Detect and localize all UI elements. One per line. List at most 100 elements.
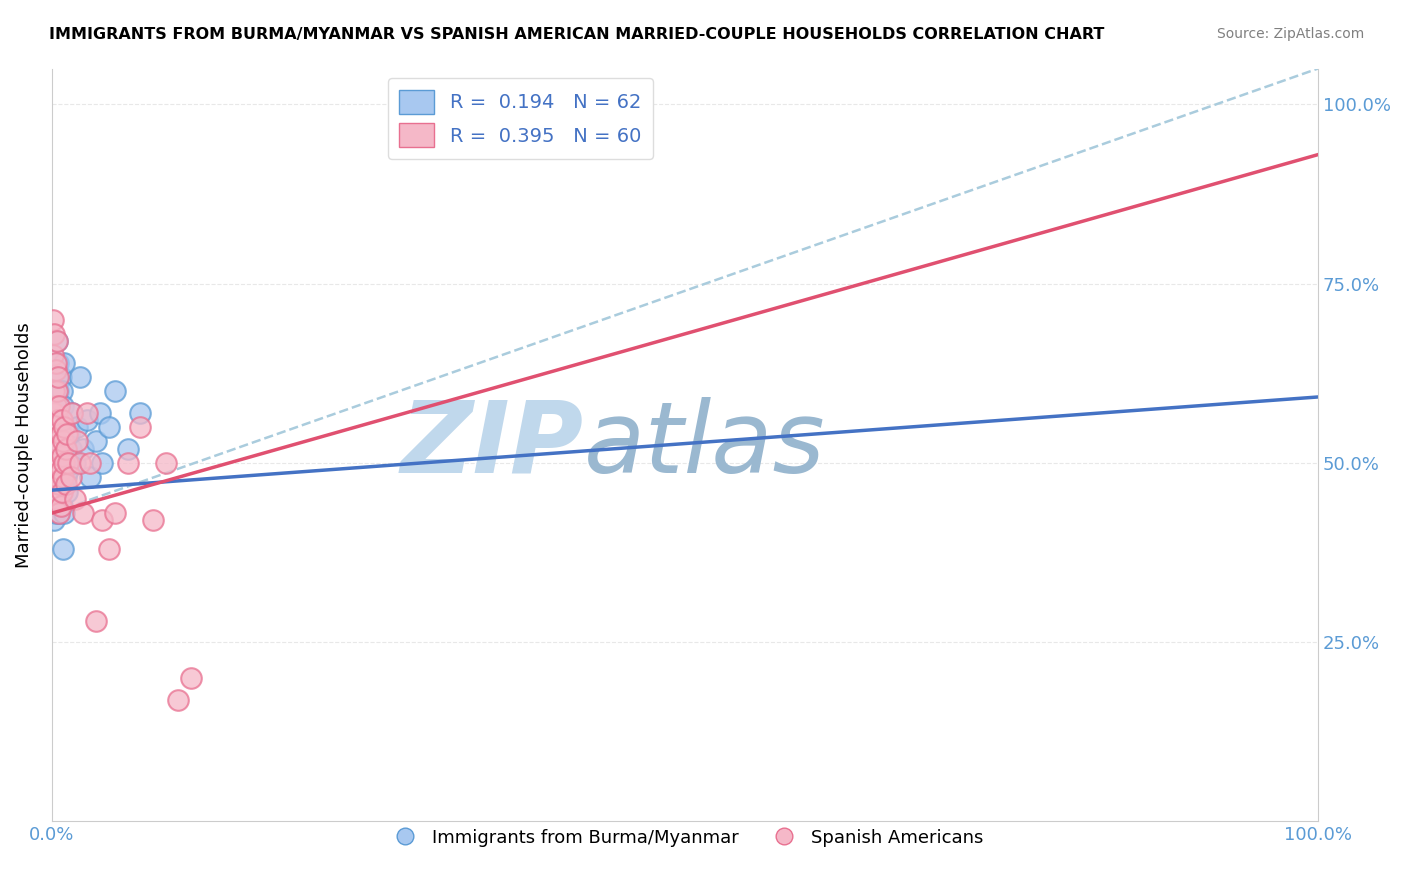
Point bbox=[46, 413, 69, 427]
Point bbox=[52, 470, 75, 484]
Point bbox=[46, 456, 69, 470]
Y-axis label: Married-couple Households: Married-couple Households bbox=[15, 322, 32, 568]
Point bbox=[46, 420, 69, 434]
Point bbox=[97, 420, 120, 434]
Point bbox=[72, 506, 94, 520]
Text: atlas: atlas bbox=[583, 397, 825, 493]
Point bbox=[42, 442, 65, 456]
Point bbox=[72, 442, 94, 456]
Point bbox=[52, 399, 75, 413]
Point bbox=[45, 449, 67, 463]
Point bbox=[46, 491, 69, 506]
Point bbox=[48, 434, 70, 449]
Point bbox=[76, 406, 98, 420]
Point bbox=[53, 355, 76, 369]
Point bbox=[44, 420, 66, 434]
Point bbox=[44, 406, 66, 420]
Point bbox=[84, 434, 107, 449]
Point bbox=[51, 484, 73, 499]
Point bbox=[42, 470, 65, 484]
Point bbox=[59, 470, 82, 484]
Point bbox=[48, 399, 70, 413]
Point bbox=[56, 427, 79, 442]
Point bbox=[48, 406, 70, 420]
Point bbox=[45, 384, 67, 399]
Point bbox=[42, 470, 65, 484]
Point bbox=[79, 456, 101, 470]
Point bbox=[45, 463, 67, 477]
Legend: Immigrants from Burma/Myanmar, Spanish Americans: Immigrants from Burma/Myanmar, Spanish A… bbox=[380, 822, 990, 854]
Point bbox=[48, 470, 70, 484]
Point bbox=[59, 442, 82, 456]
Point bbox=[58, 456, 80, 470]
Text: IMMIGRANTS FROM BURMA/MYANMAR VS SPANISH AMERICAN MARRIED-COUPLE HOUSEHOLDS CORR: IMMIGRANTS FROM BURMA/MYANMAR VS SPANISH… bbox=[49, 27, 1105, 42]
Point bbox=[51, 413, 73, 427]
Point bbox=[55, 442, 77, 456]
Point bbox=[44, 442, 66, 456]
Point bbox=[45, 420, 67, 434]
Point bbox=[45, 434, 67, 449]
Point bbox=[48, 477, 70, 491]
Point bbox=[42, 499, 65, 513]
Point bbox=[42, 312, 65, 326]
Point bbox=[48, 506, 70, 520]
Point bbox=[58, 463, 80, 477]
Point bbox=[63, 456, 86, 470]
Point bbox=[55, 470, 77, 484]
Point bbox=[45, 334, 67, 348]
Point bbox=[129, 406, 152, 420]
Text: Source: ZipAtlas.com: Source: ZipAtlas.com bbox=[1216, 27, 1364, 41]
Point bbox=[45, 477, 67, 491]
Text: ZIP: ZIP bbox=[401, 397, 583, 493]
Point bbox=[167, 692, 190, 706]
Point bbox=[45, 427, 67, 442]
Point bbox=[42, 456, 65, 470]
Point bbox=[51, 499, 73, 513]
Point bbox=[49, 463, 72, 477]
Point bbox=[117, 456, 139, 470]
Point bbox=[53, 456, 76, 470]
Point bbox=[45, 406, 67, 420]
Point bbox=[44, 484, 66, 499]
Point bbox=[45, 456, 67, 470]
Point bbox=[69, 456, 91, 470]
Point bbox=[45, 506, 67, 520]
Point bbox=[46, 370, 69, 384]
Point bbox=[49, 499, 72, 513]
Point bbox=[42, 406, 65, 420]
Point bbox=[45, 355, 67, 369]
Point bbox=[51, 384, 73, 399]
Point bbox=[58, 427, 80, 442]
Point bbox=[46, 355, 69, 369]
Point bbox=[53, 420, 76, 434]
Point bbox=[51, 449, 73, 463]
Point bbox=[69, 370, 91, 384]
Point bbox=[56, 484, 79, 499]
Point bbox=[84, 614, 107, 628]
Point bbox=[49, 427, 72, 442]
Point bbox=[79, 470, 101, 484]
Point bbox=[104, 384, 127, 399]
Point bbox=[60, 406, 83, 420]
Point bbox=[180, 671, 202, 685]
Point bbox=[129, 420, 152, 434]
Point bbox=[63, 491, 86, 506]
Point bbox=[44, 484, 66, 499]
Point bbox=[53, 456, 76, 470]
Point bbox=[45, 362, 67, 376]
Point bbox=[53, 506, 76, 520]
Point bbox=[60, 406, 83, 420]
Point bbox=[51, 463, 73, 477]
Point bbox=[49, 484, 72, 499]
Point bbox=[117, 442, 139, 456]
Point bbox=[66, 434, 89, 449]
Point bbox=[44, 384, 66, 399]
Point bbox=[44, 456, 66, 470]
Point bbox=[45, 334, 67, 348]
Point bbox=[155, 456, 177, 470]
Point bbox=[44, 326, 66, 341]
Point bbox=[55, 477, 77, 491]
Point bbox=[45, 399, 67, 413]
Point bbox=[49, 449, 72, 463]
Point bbox=[91, 513, 114, 527]
